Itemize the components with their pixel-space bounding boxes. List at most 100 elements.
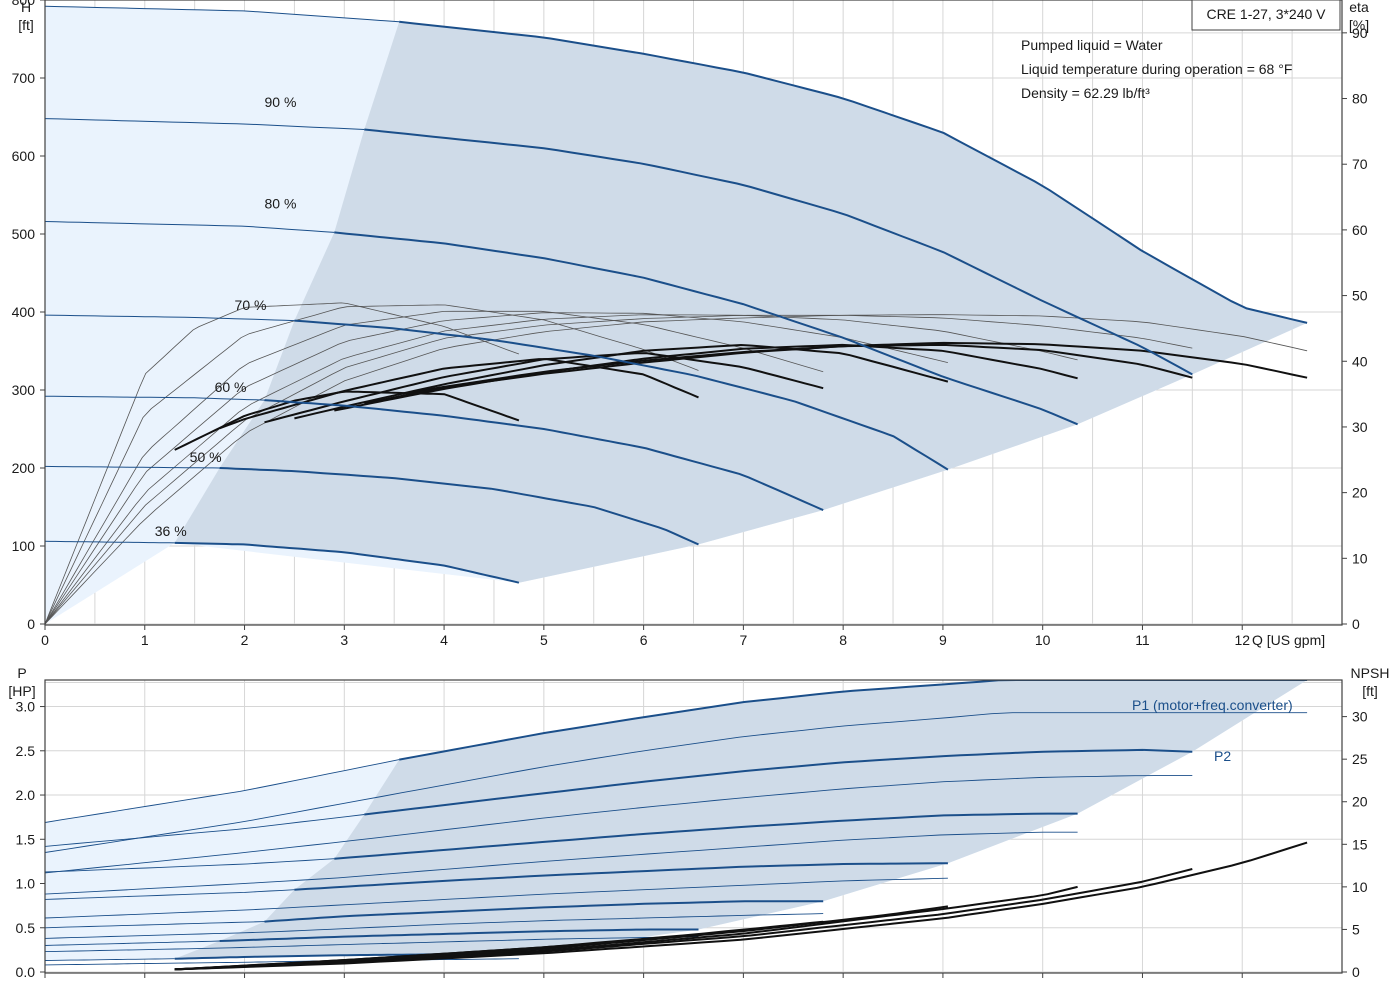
p2-label: P2: [1214, 748, 1231, 764]
power-tick-label: 0.5: [16, 920, 36, 936]
eta-extended-curve-5: [45, 304, 699, 625]
flow-tick-label: 0: [41, 632, 49, 648]
p1-extended-curve-4: [45, 921, 265, 929]
p2-curve-5: [45, 936, 699, 953]
p1-extended-curves: [45, 759, 400, 961]
power-axis-ticks: 0.0 0.5 1.0 1.5 2.0 2.5 3.0: [16, 699, 45, 980]
flow-tick-label: 6: [640, 632, 648, 648]
head-extended-curves: [45, 5, 400, 544]
flow-tick-label: 5: [540, 632, 548, 648]
head-tick-label: 0: [27, 616, 35, 632]
power-axis-label: P: [17, 665, 26, 681]
npsh-tick-label: 25: [1352, 751, 1368, 767]
head-curve-2: [334, 231, 1078, 426]
p1-label: P1 (motor+freq.converter): [1132, 697, 1293, 713]
head-curve-5: [219, 467, 699, 546]
eta-extended-curve-6: [45, 302, 520, 625]
power-tick-label: 1.5: [16, 831, 36, 847]
p1-extended-curve-2: [45, 858, 335, 873]
npsh-tick-label: 5: [1352, 921, 1360, 937]
flow-tick-label: 1: [141, 632, 149, 648]
power-tick-label: 2.5: [16, 743, 36, 759]
p2-curve-3: [45, 877, 948, 919]
p1-curves: [174, 680, 1308, 960]
power-axis-label-unit: [HP]: [8, 683, 35, 699]
npsh-tick-label: 10: [1352, 879, 1368, 895]
info-temperature: Liquid temperature during operation = 68…: [1021, 61, 1292, 77]
efficiency-extended-curves: [45, 302, 1308, 625]
p1-extended-curve-1: [45, 814, 365, 847]
npsh-tick-label: 0: [1352, 964, 1360, 980]
info-density: Density = 62.29 lb/ft³: [1021, 85, 1150, 101]
head-tick-label: 200: [12, 460, 36, 476]
eta-tick-label: 50: [1352, 288, 1368, 304]
bottom-flow-ticks: [44, 973, 1243, 978]
eta-extended-curve-0: [45, 314, 1308, 625]
eta-extended-curve-3: [45, 312, 948, 625]
eta-curve-2: [334, 343, 1078, 412]
speed-label-2: 80 %: [264, 196, 296, 212]
speed-label-5: 50 %: [190, 449, 222, 465]
p2-curve-4: [45, 913, 824, 939]
npsh-tick-label: 20: [1352, 794, 1368, 810]
title-box: CRE 1-27, 3*240 V: [1191, 0, 1341, 31]
eta-tick-label: 30: [1352, 419, 1368, 435]
head-tick-label: 600: [12, 148, 36, 164]
p2-curve-2: [45, 831, 1078, 895]
head-tick-label: 700: [12, 70, 36, 86]
eta-tick-label: 90: [1352, 25, 1368, 41]
eta-curve-6: [174, 390, 520, 451]
p2-curve-6: [45, 958, 519, 966]
head-extended-curve-0: [45, 5, 400, 23]
flow-tick-label: 11: [1135, 632, 1150, 648]
speed-label-6: 36 %: [155, 523, 187, 539]
p1-extended-curve-6: [45, 958, 175, 961]
head-curve-4: [264, 399, 824, 512]
p1-extended-curve-0: [45, 759, 400, 823]
p1-curve-0: [399, 680, 1308, 761]
p1-curve-1: [364, 748, 1193, 816]
flow-tick-label: 7: [739, 632, 747, 648]
p2-curve-0: [45, 712, 1308, 853]
npsh-axis-label: NPSH: [1351, 665, 1390, 681]
head-extended-curve-6: [45, 540, 175, 544]
p2-curve-1: [45, 775, 1193, 874]
flow-tick-label: 12: [1234, 632, 1250, 648]
eta-axis-label-unit: [%]: [1349, 17, 1369, 33]
flow-tick-label: 9: [939, 632, 947, 648]
power-tick-label: 0.0: [16, 964, 36, 980]
head-tick-label: 800: [12, 0, 36, 8]
eta-tick-label: 20: [1352, 485, 1368, 501]
flow-tick-label: 3: [340, 632, 348, 648]
head-extended-curve-3: [45, 314, 295, 322]
speed-labels: 100 %90 %80 %70 %60 %50 %36 %: [155, 94, 297, 539]
power-tick-label: 3.0: [16, 699, 36, 715]
npsh-curve-6: [174, 949, 519, 971]
info-liquid: Pumped liquid = Water: [1021, 37, 1163, 53]
power-tick-label: 1.0: [16, 876, 36, 892]
head-axis-ticks: 0 100 200 300 400 500 600 700 800: [12, 0, 45, 632]
npsh-tick-label: 30: [1352, 709, 1368, 725]
p1-extended-curve-5: [45, 940, 220, 946]
eta-tick-label: 60: [1352, 222, 1368, 238]
head-extended-curve-5: [45, 465, 220, 469]
power-npsh-panel: 0.0 0.5 1.0 1.5 2.0 2.5 3.0 0 5 10 15 20 25 30 P [HP…: [8, 665, 1389, 980]
head-extended-curve-4: [45, 395, 265, 401]
p2-curves: [45, 712, 1308, 966]
chart-title: CRE 1-27, 3*240 V: [1206, 6, 1326, 22]
head-extended-curve-1: [45, 118, 365, 130]
p1-curve-2: [334, 812, 1078, 860]
eta-axis-label: eta: [1349, 0, 1369, 15]
head-curve-0: [399, 20, 1308, 324]
head-curve-3: [294, 319, 949, 471]
p1-curve-4: [264, 900, 824, 923]
operating-range-fill: [174, 21, 1308, 583]
efficiency-curves: [174, 341, 1308, 451]
eta-tick-label: 0: [1352, 616, 1360, 632]
head-tick-label: 300: [12, 382, 36, 398]
eta-extended-curve-2: [45, 314, 1078, 625]
head-tick-label: 500: [12, 226, 36, 242]
speed-label-3: 70 %: [235, 297, 267, 313]
npsh-axis-label-unit: [ft]: [1362, 683, 1378, 699]
